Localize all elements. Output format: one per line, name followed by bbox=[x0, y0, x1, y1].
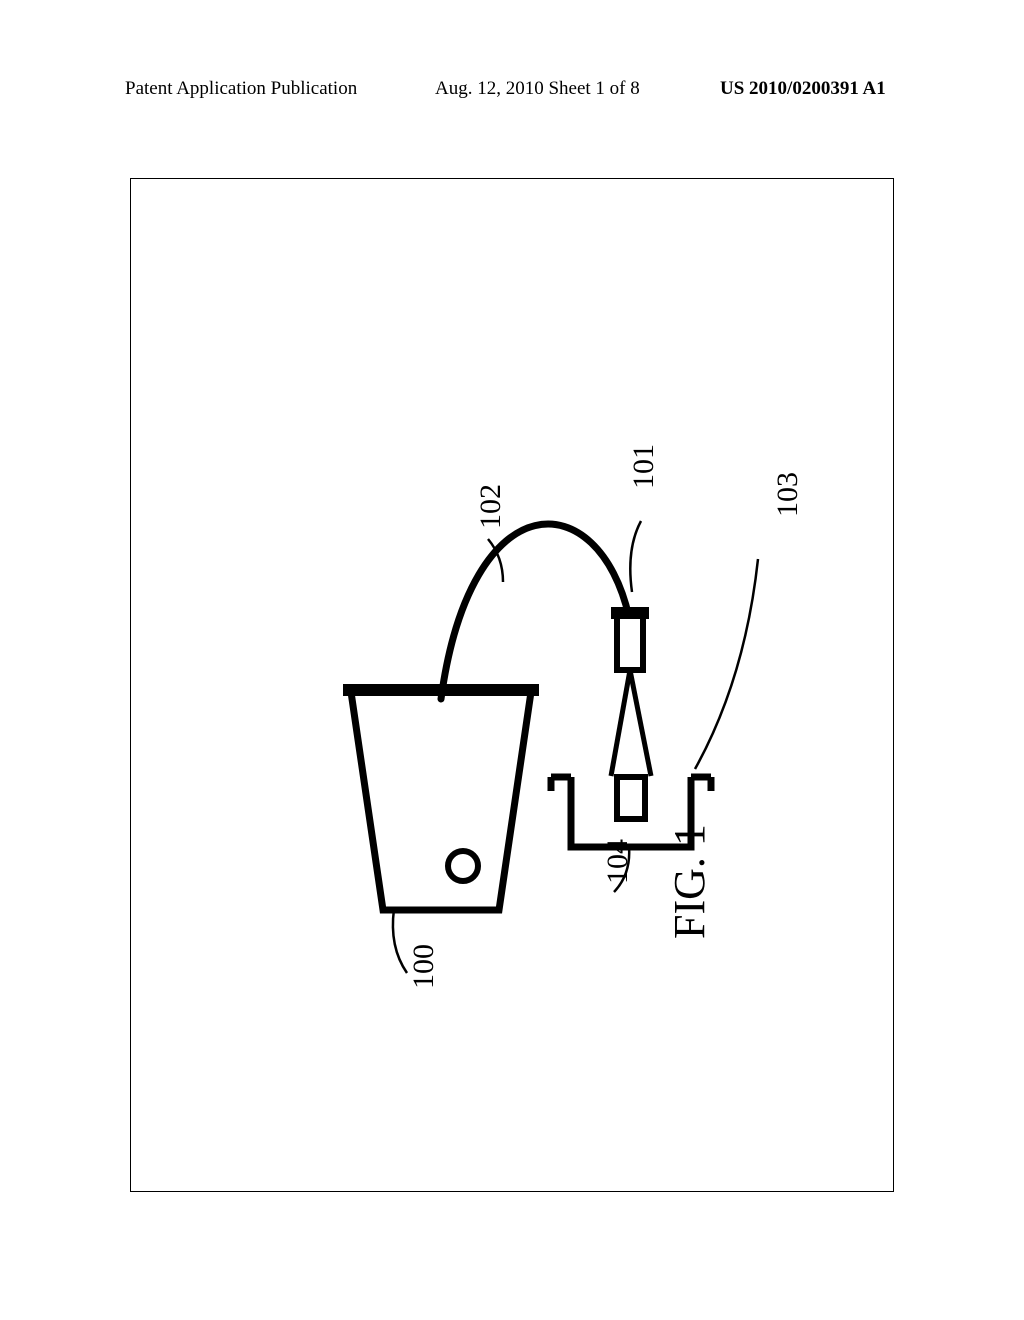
lead-100 bbox=[393, 909, 407, 973]
cable-102 bbox=[441, 524, 629, 699]
ref-101: 101 bbox=[627, 444, 661, 489]
lead-103 bbox=[695, 559, 758, 769]
header-right: US 2010/0200391 A1 bbox=[720, 78, 886, 100]
connector-101-top bbox=[611, 607, 649, 670]
instrument-body bbox=[351, 692, 531, 910]
figure-label: FIG. 1 bbox=[664, 824, 715, 939]
instrument-100 bbox=[343, 684, 539, 910]
ref-102: 102 bbox=[474, 484, 508, 529]
ref-103: 103 bbox=[771, 472, 805, 517]
header-left: Patent Application Publication bbox=[125, 78, 357, 100]
figure-frame: FIG. 1 100 102 101 103 104 bbox=[130, 178, 894, 1192]
ref-104: 104 bbox=[601, 839, 635, 884]
sample-cup bbox=[617, 777, 645, 819]
page: Patent Application Publication Aug. 12, … bbox=[0, 0, 1024, 1320]
gripper-arm-right bbox=[630, 670, 651, 776]
lead-101 bbox=[630, 521, 641, 592]
header-center: Aug. 12, 2010 Sheet 1 of 8 bbox=[435, 78, 640, 100]
gripper-arm-left bbox=[611, 670, 630, 776]
ref-100: 100 bbox=[407, 944, 441, 989]
diagram-svg bbox=[131, 179, 893, 1191]
